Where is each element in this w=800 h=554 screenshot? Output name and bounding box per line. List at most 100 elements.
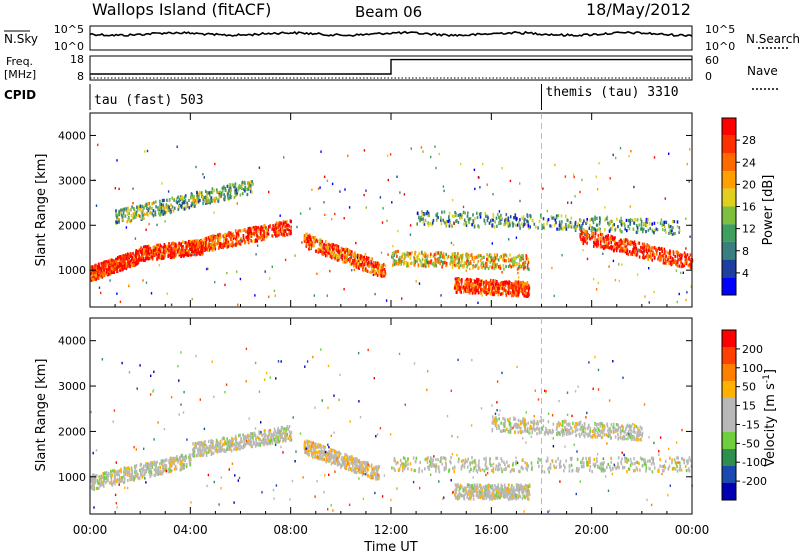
scatter-cell bbox=[396, 175, 398, 178]
scatter-cell bbox=[248, 438, 250, 442]
scatter-cell bbox=[228, 439, 231, 443]
scatter-cell bbox=[642, 230, 644, 234]
scatter-cell bbox=[668, 231, 670, 235]
scatter-cell bbox=[205, 189, 207, 193]
scatter-cell bbox=[158, 208, 161, 212]
scatter-cell bbox=[107, 267, 110, 271]
scatter-cell bbox=[645, 248, 648, 252]
scatter-cell bbox=[362, 265, 364, 269]
colorbar-segment bbox=[722, 153, 736, 172]
scatter-cell bbox=[486, 288, 488, 292]
scatter-cell bbox=[345, 256, 347, 260]
scatter-cell bbox=[486, 281, 488, 285]
scatter-cell bbox=[472, 219, 474, 223]
scatter-cell bbox=[583, 228, 585, 232]
scatter-cell bbox=[137, 472, 139, 477]
scatter-cell bbox=[332, 247, 334, 251]
scatter-cell bbox=[338, 255, 340, 259]
scatter-cell bbox=[494, 256, 497, 260]
scatter-cell bbox=[161, 182, 163, 185]
scatter-cell bbox=[524, 284, 527, 289]
scatter-cell bbox=[294, 254, 296, 257]
scatter-cell bbox=[473, 259, 475, 264]
scatter-cell bbox=[211, 443, 214, 447]
scatter-cell bbox=[226, 184, 229, 188]
scatter-cell bbox=[551, 266, 553, 270]
scatter-cell bbox=[194, 251, 196, 255]
scatter-cell bbox=[159, 462, 161, 466]
scatter-cell bbox=[379, 196, 382, 199]
scatter-cell bbox=[492, 218, 494, 222]
scatter-cell bbox=[645, 224, 648, 228]
scatter-cell bbox=[428, 213, 430, 218]
scatter-cell bbox=[439, 251, 441, 255]
scatter-cell bbox=[440, 222, 443, 226]
scatter-cell bbox=[508, 220, 511, 224]
scatter-cell bbox=[249, 434, 251, 438]
scatter-cell bbox=[509, 284, 512, 288]
scatter-cell bbox=[558, 220, 561, 224]
scatter-cell bbox=[468, 262, 470, 266]
scatter-cell bbox=[474, 217, 476, 221]
scatter-cell bbox=[679, 257, 682, 261]
scatter-cell bbox=[172, 241, 174, 245]
scatter-cell bbox=[542, 187, 544, 190]
scatter-cell bbox=[221, 192, 223, 196]
scatter-cell bbox=[580, 228, 582, 232]
scatter-cell bbox=[142, 469, 144, 473]
scatter-cell bbox=[427, 261, 429, 264]
scatter-cell bbox=[214, 444, 217, 448]
scatter-cell bbox=[371, 267, 374, 271]
scatter-cell bbox=[526, 286, 528, 290]
colorbar-segment bbox=[722, 118, 736, 136]
scatter-cell bbox=[247, 235, 249, 239]
scatter-cell bbox=[675, 269, 678, 272]
scatter-cell bbox=[126, 257, 128, 261]
scatter-cell bbox=[427, 214, 429, 218]
scatter-cell bbox=[362, 256, 365, 260]
scatter-cell bbox=[495, 265, 498, 269]
scatter-cell bbox=[150, 292, 153, 295]
scatter-cell bbox=[203, 176, 205, 179]
scatter-cell bbox=[90, 479, 92, 483]
scatter-cell bbox=[668, 152, 670, 155]
scatter-cell bbox=[214, 247, 217, 251]
scatter-cell bbox=[239, 238, 242, 242]
scatter-cell bbox=[587, 233, 590, 237]
scatter-cell bbox=[453, 257, 455, 261]
scatter-cell bbox=[169, 462, 172, 466]
scatter-cell bbox=[246, 237, 248, 241]
scatter-cell bbox=[252, 228, 255, 232]
scatter-cell bbox=[262, 233, 264, 237]
scatter-cell bbox=[341, 254, 344, 258]
scatter-cell bbox=[191, 249, 193, 253]
scatter-cell bbox=[647, 244, 649, 248]
scatter-cell bbox=[231, 183, 234, 187]
scatter-cell bbox=[495, 216, 498, 220]
scatter-cell bbox=[462, 210, 465, 214]
scatter-cell bbox=[275, 234, 277, 238]
scatter-cell bbox=[448, 211, 451, 215]
scatter-cell bbox=[516, 294, 518, 298]
scatter-cell bbox=[499, 286, 502, 290]
scatter-cell bbox=[98, 276, 101, 280]
scatter-cell bbox=[261, 433, 263, 437]
scatter-cell bbox=[510, 281, 513, 286]
scatter-cell bbox=[578, 224, 581, 228]
scatter-cell bbox=[432, 218, 435, 223]
scatter-cell bbox=[113, 475, 116, 480]
scatter-cell bbox=[210, 452, 213, 457]
scatter-cell bbox=[287, 436, 289, 440]
scatter-cell bbox=[435, 213, 437, 217]
scatter-cell bbox=[485, 261, 487, 265]
scatter-cell bbox=[409, 256, 412, 260]
scatter-cell bbox=[101, 275, 103, 279]
scatter-cell bbox=[676, 225, 679, 229]
scatter-cell bbox=[574, 220, 577, 224]
scatter-cell bbox=[513, 284, 516, 288]
scatter-cell bbox=[169, 208, 171, 212]
scatter-cell bbox=[280, 232, 283, 236]
scatter-cell bbox=[200, 241, 202, 245]
scatter-cell bbox=[468, 282, 470, 286]
scatter-cell bbox=[280, 432, 282, 437]
